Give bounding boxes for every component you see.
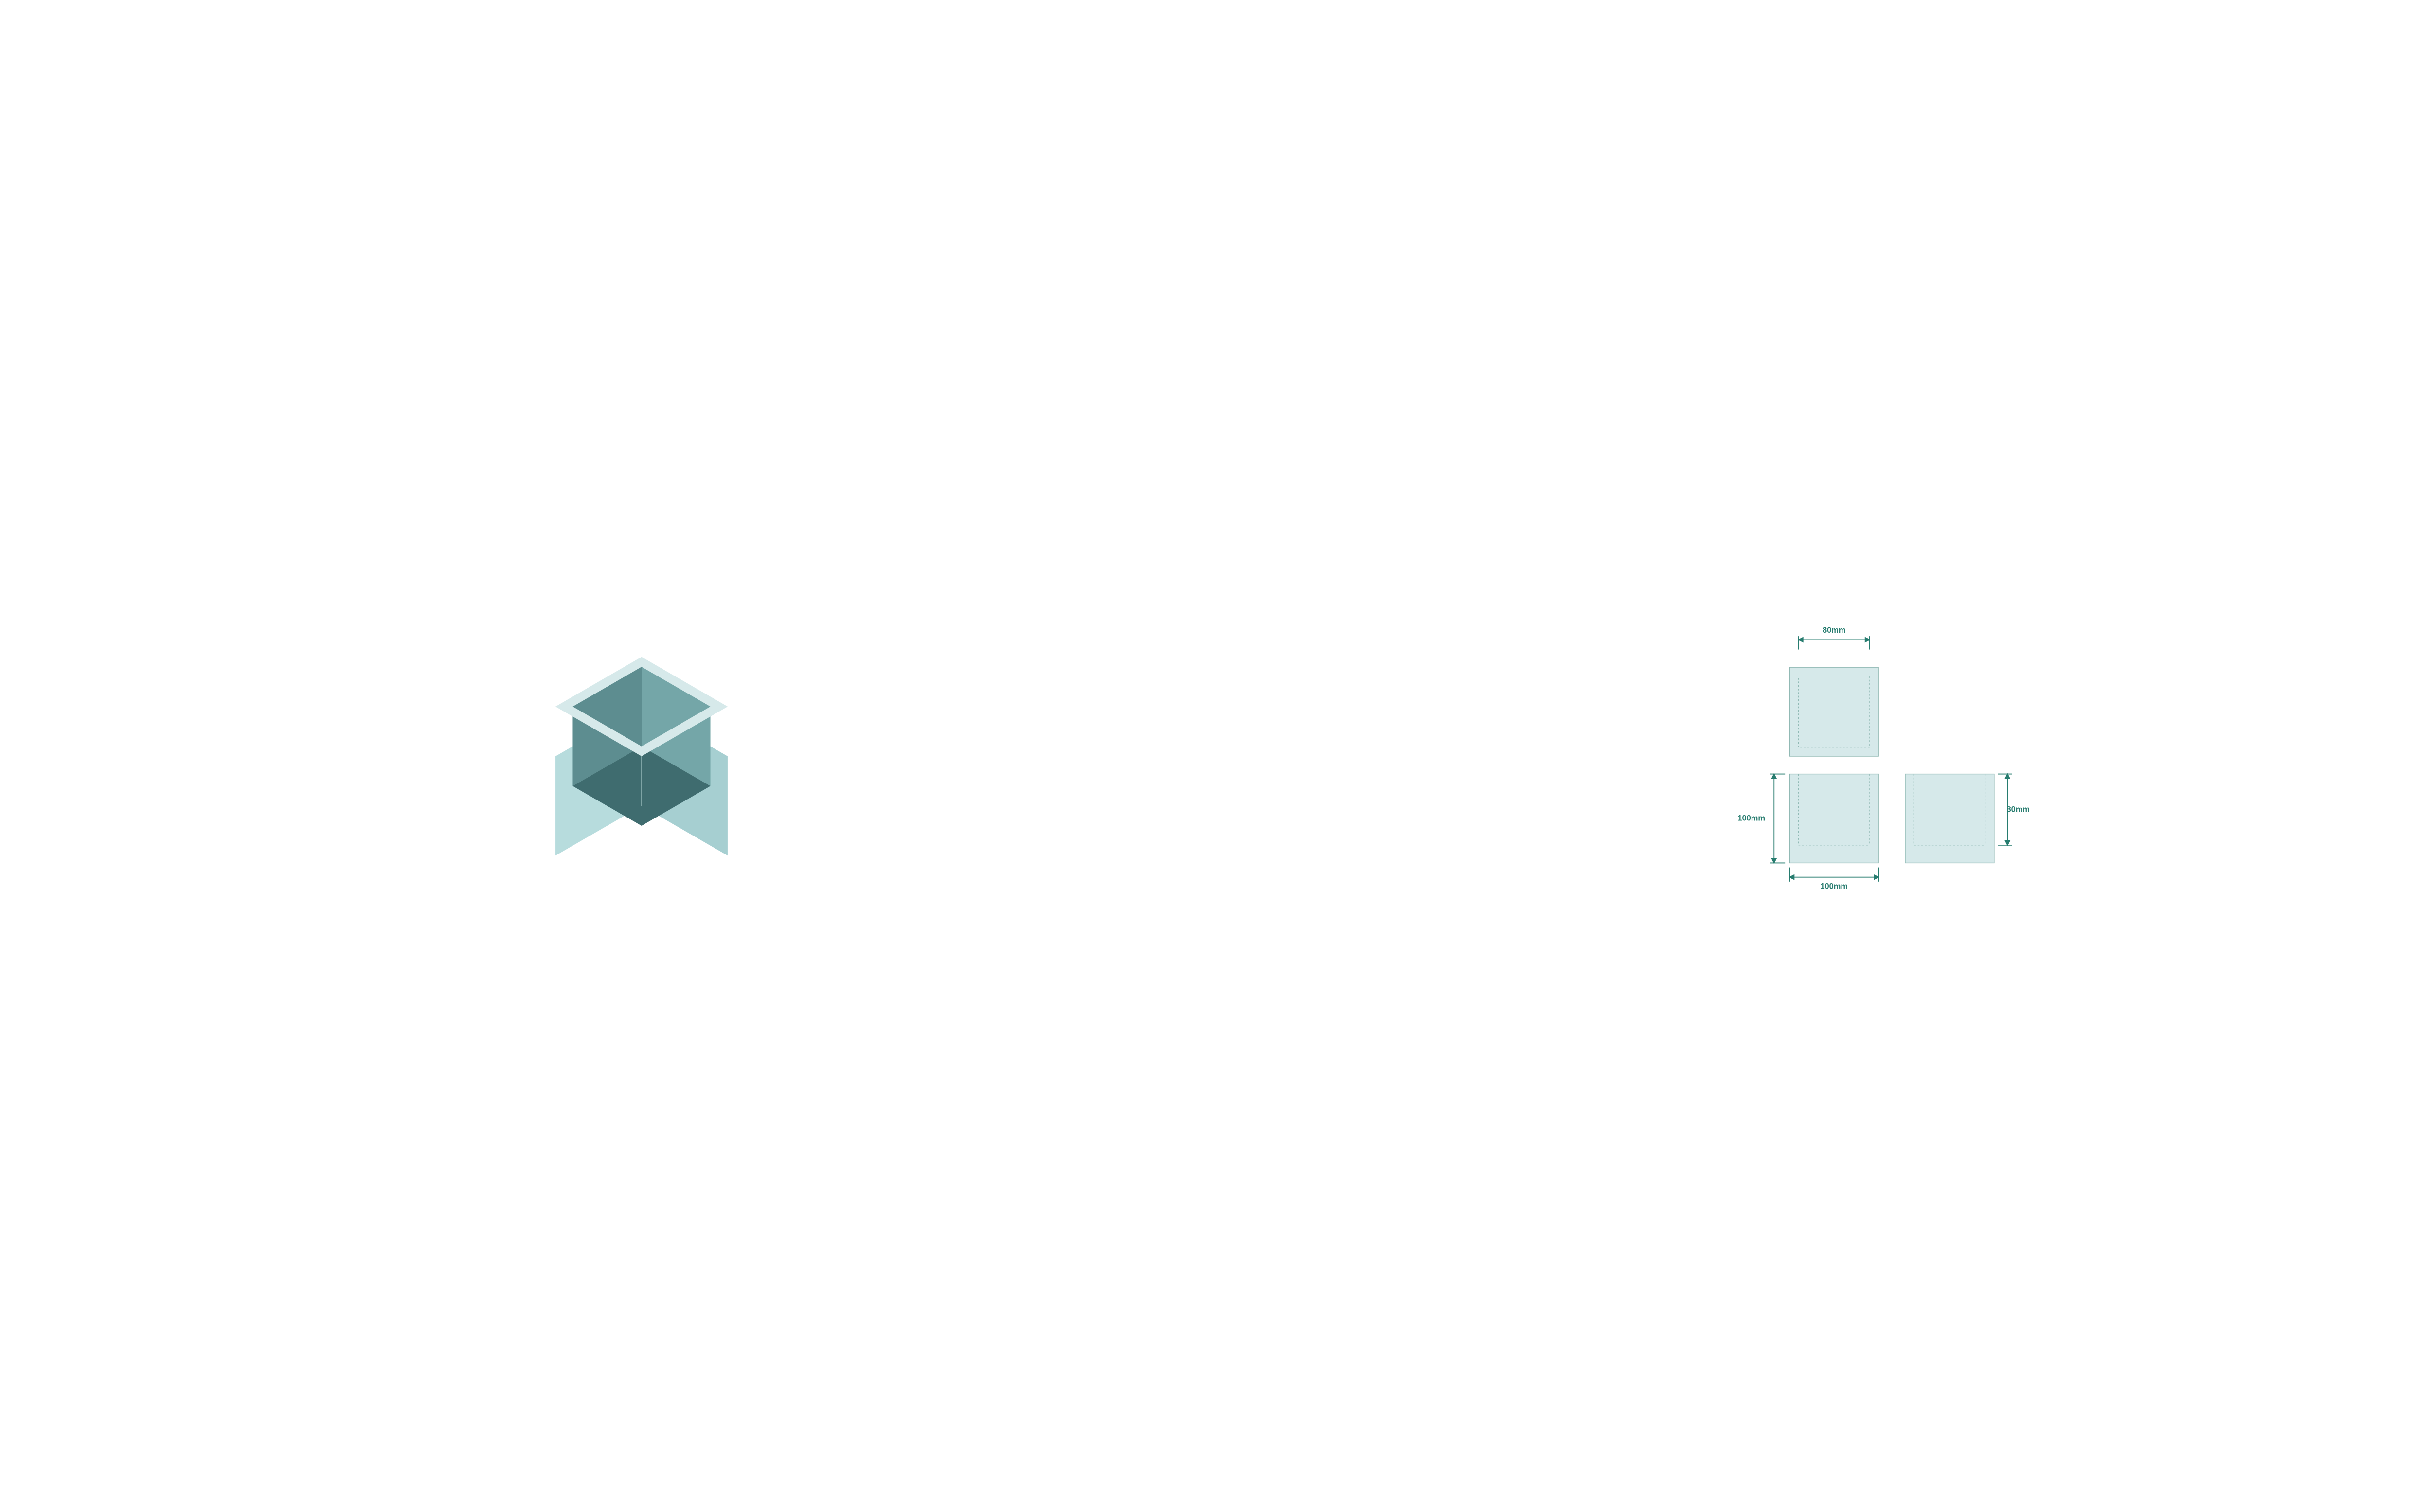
ortho-svg: 80mm 100mm [1718,618,2030,894]
dim-label-height: 100mm [1737,814,1765,822]
dim-label-width: 100mm [1820,882,1848,890]
dim-cavity-width [1799,636,1870,649]
front-view-outer [1789,774,1878,863]
isometric-box-svg [515,630,768,883]
dim-label-cavity-depth: 80mm [2006,805,2030,814]
isometric-panel [19,630,1264,883]
diagram-root: 80mm 100mm [0,0,2432,1512]
top-view-outer [1789,667,1878,756]
side-view-outer [1905,774,1994,863]
dim-width [1789,867,1878,881]
dim-label-cavity-width: 80mm [1823,625,1846,634]
orthographic-panel: 80mm 100mm [1336,618,2413,894]
dim-height [1770,774,1785,863]
